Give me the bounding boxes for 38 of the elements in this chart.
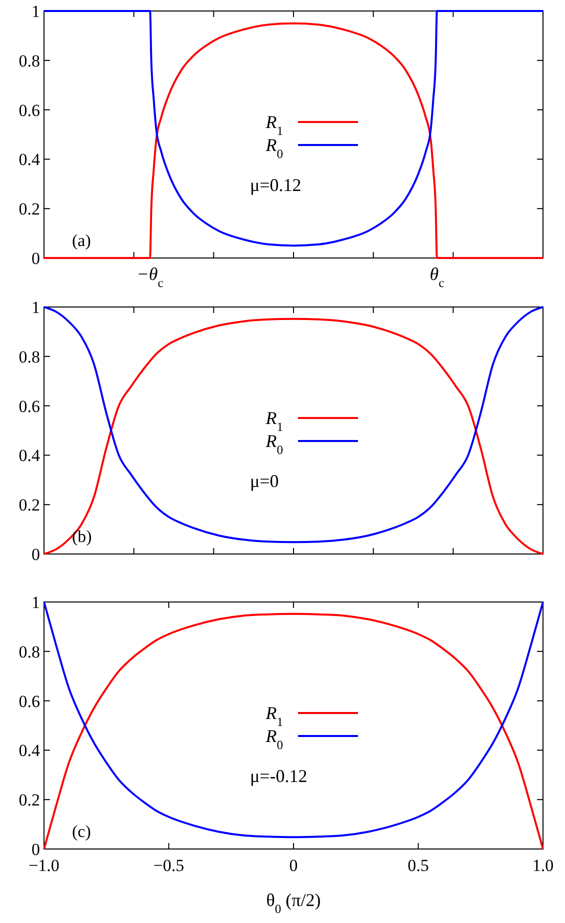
- x-tick-label: 0: [289, 856, 298, 875]
- y-tick-label: 0.8: [18, 51, 40, 70]
- y-tick-label: 0.4: [18, 741, 40, 760]
- annotation: (c): [72, 822, 91, 841]
- x-tick-label: −0.5: [153, 856, 184, 875]
- x-tick-label: 0.5: [408, 856, 429, 875]
- annotation: μ=-0.12: [250, 766, 308, 786]
- annotation: μ=0: [250, 471, 279, 491]
- legend-label: R$_{1}$: [264, 112, 283, 138]
- y-tick-label: 0.6: [18, 396, 40, 416]
- annotation: θ$_{c}$: [430, 264, 445, 290]
- annotation: −θ$_{c}$: [136, 264, 164, 290]
- y-tick-label: 0.2: [18, 496, 40, 515]
- x-axis-title: θ$_{0}$ (π/2): [266, 890, 321, 916]
- y-tick-label: 0: [32, 545, 40, 564]
- y-tick-label: 1: [32, 2, 40, 21]
- y-tick-label: 0.2: [18, 790, 40, 810]
- legend-label: R$_{1}$: [264, 408, 283, 434]
- legend-label: R$_{0}$: [264, 726, 283, 752]
- annotation: (b): [72, 527, 92, 546]
- legend-label: R$_{0}$: [264, 431, 283, 457]
- y-tick-label: 0.8: [18, 642, 40, 662]
- legend-label: R$_{1}$: [264, 703, 283, 729]
- y-tick-label: 1: [32, 298, 40, 317]
- y-tick-label: 0.4: [18, 150, 40, 170]
- y-tick-label: 0.6: [18, 692, 40, 711]
- legend-label: R$_{0}$: [264, 135, 283, 161]
- x-tick-label: 1.0: [532, 856, 554, 875]
- x-tick-label: −1.0: [28, 856, 60, 875]
- y-tick-label: 0.2: [18, 200, 40, 219]
- y-tick-label: 0.6: [18, 100, 40, 120]
- annotation: μ=0.12: [250, 175, 302, 195]
- y-tick-label: 0: [32, 249, 40, 268]
- y-tick-label: 0: [32, 840, 40, 859]
- annotation: (a): [72, 231, 91, 250]
- y-tick-label: 1: [32, 593, 40, 612]
- y-tick-label: 0.4: [18, 446, 40, 466]
- y-tick-label: 0.8: [18, 347, 40, 366]
